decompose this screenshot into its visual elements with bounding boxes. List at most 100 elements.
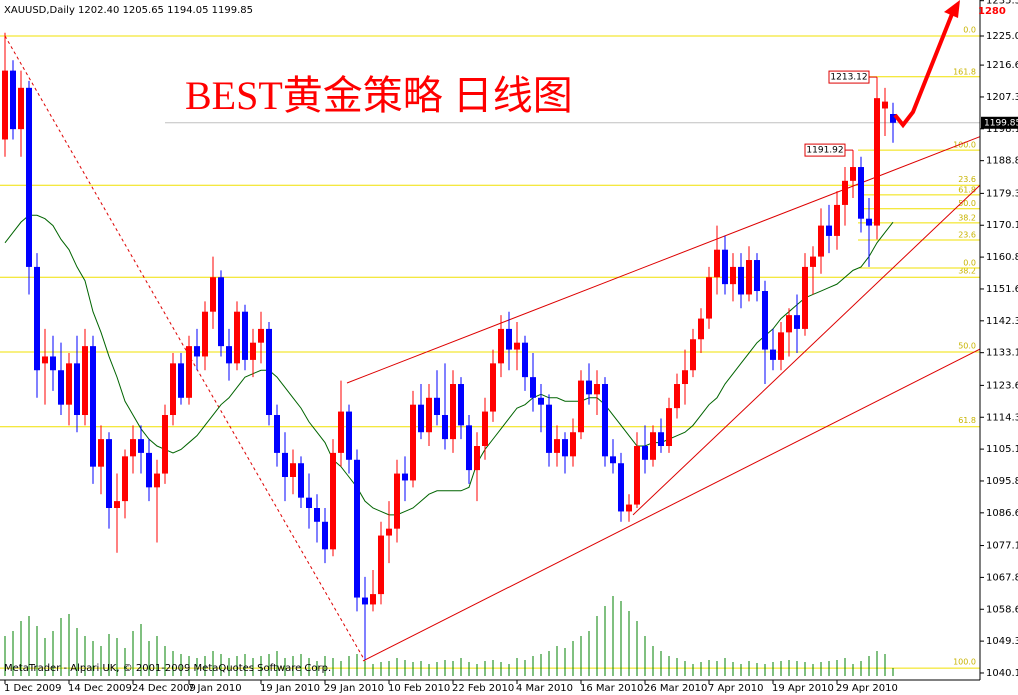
candle-body <box>194 346 200 357</box>
y-tick-label: 1160.85 <box>986 252 1018 263</box>
candle-body <box>106 439 112 509</box>
trendline <box>4 35 366 662</box>
candle-body <box>282 452 288 478</box>
candle-body <box>834 204 840 236</box>
candle-body <box>714 249 720 278</box>
y-tick-label: 1049.35 <box>986 636 1018 647</box>
x-tick-label: 24 Dec 2009 <box>132 683 196 694</box>
candle-body <box>626 504 632 512</box>
candle-body <box>402 473 408 481</box>
y-tick-label: 1105.10 <box>986 444 1018 455</box>
candle-body <box>682 370 688 385</box>
candle-body <box>498 328 504 364</box>
candle-body <box>306 497 312 509</box>
candle-body <box>666 408 672 447</box>
candle-body <box>746 260 752 295</box>
candle-body <box>594 384 600 395</box>
price-label-box <box>804 143 846 157</box>
fib-label: 38.2 <box>958 213 976 222</box>
candle-body <box>378 535 384 595</box>
candle-body <box>882 101 888 109</box>
candle-body <box>226 346 232 364</box>
price-label-box <box>828 70 870 84</box>
candle-body <box>762 291 768 350</box>
candle-body <box>674 384 680 409</box>
candle-body <box>634 446 640 505</box>
candle-body <box>34 266 40 371</box>
candle-body <box>322 521 328 550</box>
target-arrowhead <box>944 0 960 18</box>
candle-body <box>250 342 256 360</box>
candle-body <box>554 439 560 453</box>
candle-body <box>242 311 248 360</box>
y-tick-label: 1179.35 <box>986 188 1018 199</box>
candle-body <box>562 439 568 457</box>
x-tick-label: 16 Mar 2010 <box>580 683 643 694</box>
fib-label: 100.0 <box>953 658 976 667</box>
candle-body <box>330 452 336 550</box>
candle-body <box>818 225 824 257</box>
candle-body <box>130 439 136 457</box>
candle-body <box>266 328 272 416</box>
candle-body <box>874 98 880 226</box>
candle-body <box>450 384 456 440</box>
plot-area: 0.0 23.6 38.2 50.0 61.8 100.0 161.8 100.0 61.8 50… <box>0 25 980 676</box>
candle-body <box>802 266 808 329</box>
candle-body <box>114 501 120 509</box>
candle-body <box>218 277 224 347</box>
fib-label: 161.8 <box>953 67 976 76</box>
x-tick-label: 26 Mar 2010 <box>644 683 707 694</box>
target-arrow <box>893 13 954 129</box>
fib-label: 100.0 <box>953 141 976 150</box>
fib-label: 61.8 <box>958 185 976 194</box>
y-tick-label: 1216.60 <box>986 60 1018 71</box>
y-tick-label: 1133.10 <box>986 348 1018 359</box>
candle-body <box>770 349 776 360</box>
current-price-box <box>981 116 1018 129</box>
candle-body <box>530 377 536 398</box>
y-tick-label: 1114.35 <box>986 412 1018 423</box>
y-tick-label: 1225.05 <box>986 31 1018 42</box>
candle-body <box>866 218 872 226</box>
candle-body <box>42 356 48 364</box>
candle-body <box>442 415 448 440</box>
y-tick-label: 1040.10 <box>986 668 1018 679</box>
candle-body <box>570 432 576 457</box>
candle-body <box>522 342 528 378</box>
x-tick-label: 7 Apr 2010 <box>708 683 763 694</box>
candle-body <box>738 266 744 295</box>
candle-body <box>690 339 696 371</box>
candle-body <box>810 256 816 267</box>
candle-body <box>162 415 168 474</box>
candle-body <box>58 370 64 405</box>
candle-body <box>26 87 32 267</box>
candle-body <box>850 167 856 181</box>
fib-label: 38.2 <box>958 267 976 276</box>
candle-body <box>82 346 88 416</box>
candle-body <box>50 356 56 371</box>
candle-body <box>426 397 432 433</box>
x-tick-label: 19 Jan 2010 <box>260 683 320 694</box>
candle-body <box>186 346 192 398</box>
y-tick-label: 1198.10 <box>986 124 1018 135</box>
candle-body <box>154 473 160 488</box>
candle-body <box>2 70 8 140</box>
candle-body <box>146 452 152 488</box>
candle-body <box>234 311 240 364</box>
x-tick-label: 19 Apr 2010 <box>772 683 834 694</box>
x-tick-label: 7 Jan 2010 <box>188 683 242 694</box>
trendline <box>632 184 980 516</box>
candle-body <box>370 594 376 605</box>
fib-label: 50.0 <box>958 199 976 208</box>
trendline <box>346 136 980 384</box>
candle-body <box>314 508 320 522</box>
y-tick-label: 1067.85 <box>986 572 1018 583</box>
x-tick-label: 1 Dec 2009 <box>4 683 62 694</box>
x-tick-label: 4 Mar 2010 <box>516 683 573 694</box>
candle-body <box>354 459 360 598</box>
y-tick-label: 1207.35 <box>986 92 1018 103</box>
candle-body <box>98 439 104 467</box>
candle-body <box>890 113 896 123</box>
candle-body <box>506 328 512 350</box>
